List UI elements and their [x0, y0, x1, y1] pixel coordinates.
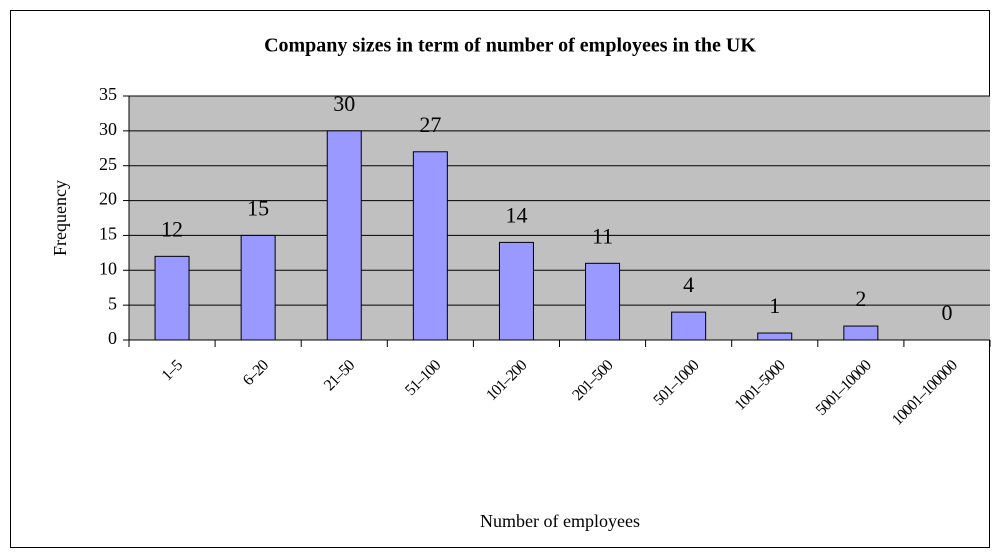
bar — [757, 332, 793, 341]
y-tick-label: 25 — [99, 154, 117, 174]
bar — [326, 130, 362, 341]
data-label: 14 — [505, 202, 527, 227]
data-label: 2 — [855, 286, 866, 311]
y-tick-label: 5 — [108, 293, 117, 313]
data-label: 27 — [419, 112, 441, 137]
data-label: 11 — [592, 223, 613, 248]
data-label: 12 — [161, 216, 183, 241]
x-axis-title: Number of employees — [480, 511, 640, 531]
y-tick-label: 35 — [99, 84, 117, 104]
bar — [843, 325, 879, 341]
data-label: 0 — [941, 300, 952, 325]
data-label: 15 — [247, 195, 269, 220]
y-tick-label: 10 — [99, 258, 117, 278]
bar — [154, 255, 190, 341]
bar — [498, 241, 534, 341]
bar — [585, 262, 621, 341]
bar — [412, 151, 448, 341]
data-label: 30 — [333, 91, 355, 116]
y-tick-label: 30 — [99, 119, 117, 139]
bar — [671, 311, 707, 341]
data-label: 1 — [769, 293, 780, 318]
bar — [240, 234, 276, 341]
y-tick-label: 0 — [108, 328, 117, 348]
y-tick-label: 15 — [99, 224, 117, 244]
data-label: 4 — [683, 272, 694, 297]
chart-title: Company sizes in term of number of emplo… — [264, 35, 756, 57]
y-tick-label: 20 — [99, 189, 117, 209]
y-axis-title: Frequency — [50, 180, 70, 256]
